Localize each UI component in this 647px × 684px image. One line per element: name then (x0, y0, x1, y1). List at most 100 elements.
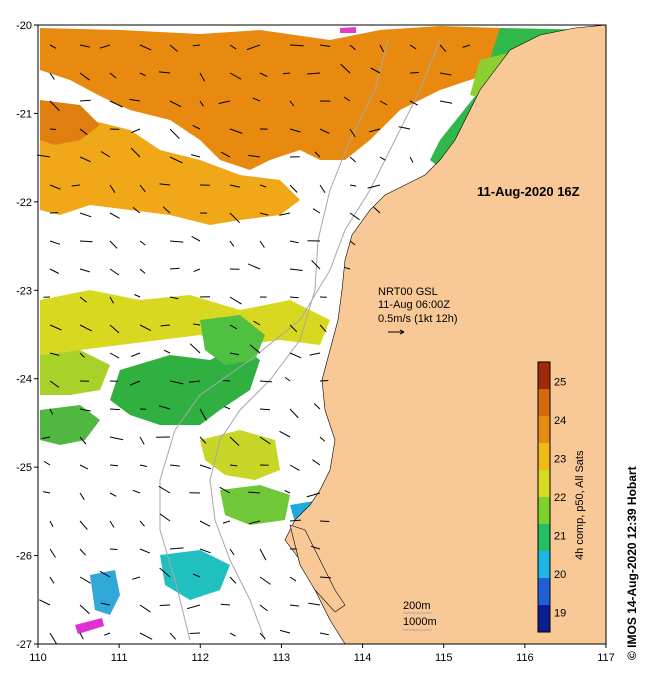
current-arrow (79, 436, 87, 445)
current-arrow (79, 212, 92, 218)
current-arrow (309, 352, 321, 356)
sst-patch-cyan-sw (90, 570, 120, 615)
current-arrow (100, 602, 111, 606)
current-arrow (289, 352, 302, 359)
current-arrow (248, 520, 261, 525)
current-arrow (289, 576, 297, 582)
y-axis: -20 -21 -22 -23 -24 -25 -26 -27 (16, 20, 38, 651)
current-arrow (163, 349, 171, 354)
current-arrow (49, 520, 54, 527)
current-arrow (109, 100, 123, 108)
current-arrow (306, 492, 321, 498)
current-arrow (349, 156, 357, 163)
current-arrow (314, 151, 321, 158)
current-arrow (169, 44, 178, 52)
current-time-label: 11-Aug 06:00Z (378, 299, 450, 311)
isobath-1000m-label: 1000m (403, 616, 437, 628)
colorbar-tick-label: 24 (554, 415, 566, 427)
current-arrow (319, 576, 332, 579)
current-arrow (253, 320, 261, 326)
x-tick-label: 115 (435, 652, 453, 664)
current-arrow (109, 520, 115, 528)
current-arrow (109, 408, 120, 411)
plot-frame (37, 24, 607, 645)
current-arrow (139, 184, 146, 193)
current-arrow (99, 44, 111, 49)
current-arrow (289, 519, 301, 522)
current-arrow (289, 240, 299, 244)
current-arrow (139, 72, 146, 77)
current-arrow (132, 207, 141, 214)
current-arrow (79, 240, 93, 243)
current-arrow (109, 268, 120, 276)
current-arrow (279, 430, 291, 438)
current-arrow (39, 599, 51, 606)
current-arrow (259, 632, 266, 640)
current-arrow (249, 344, 261, 354)
scale-arrow (388, 329, 405, 335)
current-arrow (343, 96, 351, 102)
x-tick-label: 116 (516, 652, 534, 664)
x-tick-label: 114 (354, 652, 372, 664)
current-arrow (248, 491, 261, 494)
current-arrow (158, 485, 171, 494)
current-arrow (169, 296, 179, 300)
current-arrow (169, 632, 177, 640)
colorbar-segment (538, 443, 550, 471)
current-arrow (259, 548, 267, 561)
current-arrow (49, 632, 57, 645)
current-arrow (370, 67, 381, 74)
current-arrow (259, 380, 272, 383)
current-arrow (49, 352, 60, 356)
current-arrow (129, 380, 141, 386)
current-arrow (220, 151, 231, 158)
current-arrow (139, 436, 145, 445)
x-axis: 110 111 112 113 114 115 116 117 (29, 644, 615, 664)
current-arrow (259, 436, 271, 445)
current-arrow (169, 267, 180, 270)
isobath-200m-label: 200m (403, 600, 431, 612)
x-tick-label: 117 (597, 652, 615, 664)
current-arrow (79, 324, 92, 332)
current-arrow (379, 44, 385, 53)
current-arrow (139, 604, 151, 613)
current-arrow (248, 154, 261, 158)
current-arrow (289, 128, 301, 133)
colorbar-segment (538, 470, 550, 498)
current-arrow (259, 184, 267, 188)
current-arrow (49, 100, 60, 112)
colorbar-segment (538, 362, 550, 390)
current-arrow (289, 408, 299, 419)
current-arrow (79, 520, 88, 530)
land-peninsula (289, 524, 346, 613)
current-arrow (79, 408, 91, 412)
current-arrow (199, 100, 204, 107)
current-arrow (191, 235, 201, 242)
current-arrow (79, 548, 86, 556)
current-arrow (219, 486, 231, 494)
x-tick-label: 110 (29, 652, 47, 664)
current-arrow (186, 604, 201, 610)
current-arrow (49, 184, 61, 190)
current-arrow (223, 380, 231, 382)
current-arrow (79, 268, 90, 273)
current-arrow (409, 100, 419, 106)
current-arrow (169, 156, 183, 164)
current-arrow (42, 491, 51, 494)
current-arrow (159, 567, 171, 578)
current-arrow (37, 154, 51, 158)
current-arrow (199, 72, 206, 82)
sst-patch-magenta-top (340, 27, 356, 33)
current-arrow (100, 151, 111, 158)
current-arrow (131, 576, 141, 580)
current-arrow (49, 548, 56, 558)
sst-patch-magenta-sw (75, 618, 104, 634)
current-arrow (229, 576, 237, 584)
current-arrow (159, 513, 171, 522)
current-arrow (129, 98, 141, 102)
sst-patch-lime (40, 350, 110, 395)
current-arrow (169, 547, 184, 550)
current-arrow (79, 576, 91, 584)
current-arrow (109, 324, 120, 334)
